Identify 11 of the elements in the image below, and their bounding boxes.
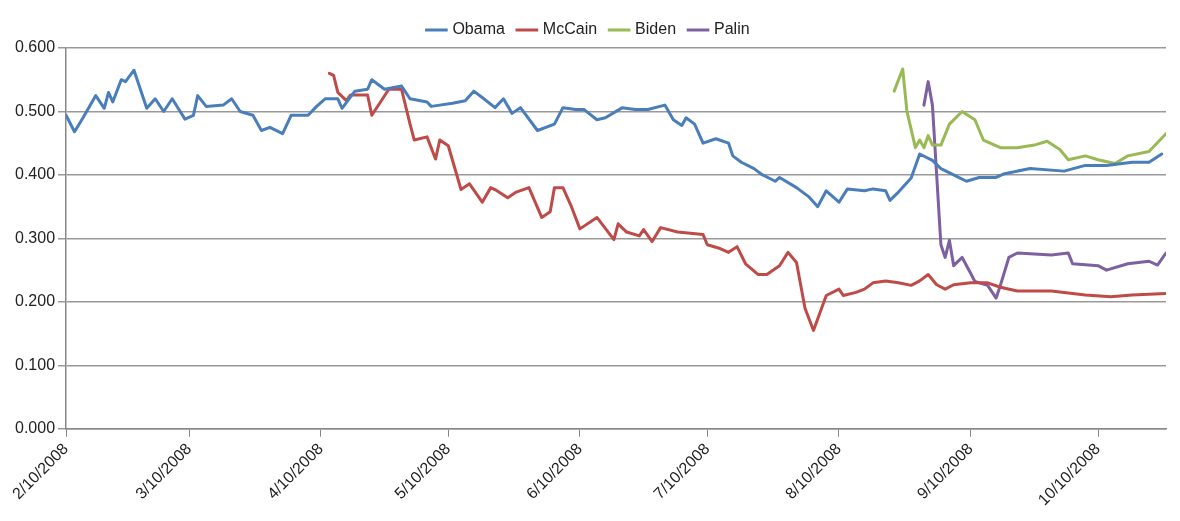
y-tick-label: 0.200 [14,292,56,310]
legend-label: Obama [452,20,505,38]
legend-label: Palin [714,20,750,38]
y-tick-label: 0.600 [14,38,56,56]
legend-label: Biden [635,20,677,38]
y-tick-label: 0.000 [14,419,56,437]
y-tick-label: 0.100 [14,355,56,373]
y-tick-label: 0.500 [14,101,56,119]
y-tick-label: 0.400 [14,165,56,183]
legend-label: McCain [542,20,598,38]
y-tick-label: 0.300 [14,228,56,246]
